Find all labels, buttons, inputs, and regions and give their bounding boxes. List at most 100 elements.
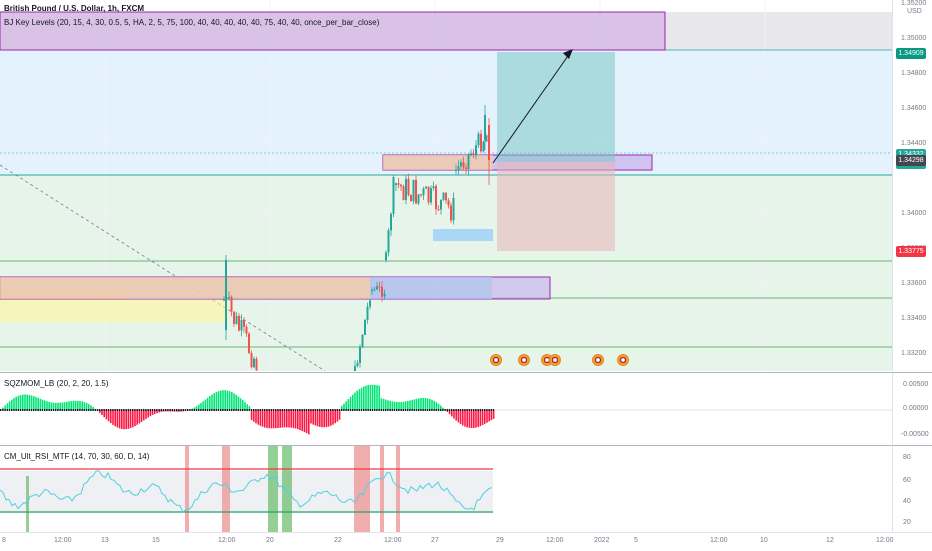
price-tick: 1.33200 [901, 350, 926, 357]
price-tick: 1.34800 [901, 70, 926, 77]
target-zone[interactable] [497, 52, 615, 162]
sqz-dot [396, 409, 397, 411]
sqz-bar [297, 410, 299, 429]
sqz-bar [75, 401, 77, 410]
sqz-bar [306, 410, 308, 433]
sqz-dot [255, 409, 256, 411]
candle-body [393, 177, 395, 214]
sqz-bar [352, 395, 354, 410]
candle-body [364, 320, 366, 335]
sqz-dot [185, 409, 186, 411]
sqzmom-histogram [0, 373, 892, 445]
sqz-bar [40, 399, 42, 410]
sqz-dot [79, 409, 80, 411]
sqz-bar [132, 410, 134, 427]
sqz-dot [372, 409, 373, 411]
sqz-dot [73, 409, 74, 411]
sqz-dot [44, 409, 45, 411]
indicator-legend[interactable]: BJ Key Levels (20, 15, 4, 30, 0.5, 5, HA… [4, 18, 379, 27]
sqz-dot [328, 409, 329, 411]
candle-body [410, 195, 412, 201]
stop-zone[interactable] [497, 162, 615, 251]
sqz-bar [458, 410, 460, 422]
sqz-dot [95, 409, 96, 411]
sqz-bar [233, 393, 235, 410]
sqz-tick: 0.00500 [903, 381, 928, 388]
candle-body [379, 286, 381, 287]
sqzmom-label[interactable]: SQZMOM_LB (20, 2, 20, 1.5) [4, 379, 108, 388]
sqzmom-pane[interactable]: SQZMOM_LB (20, 2, 20, 1.5) [0, 372, 892, 445]
rsi-pane[interactable]: CM_Ult_RSI_MTF (14, 70, 30, 60, D, 14) [0, 445, 892, 533]
sqz-dot [86, 409, 87, 411]
price-tick: 1.34000 [901, 210, 926, 217]
candle-body [453, 198, 455, 221]
sqz-dot [475, 409, 476, 411]
rsi-band [0, 471, 493, 513]
sqz-dot [290, 409, 291, 411]
sqz-dot [167, 409, 168, 411]
sqz-dot [143, 409, 144, 411]
event-flag-icon[interactable] [549, 354, 561, 366]
sqz-dot [480, 409, 481, 411]
candle-body [243, 320, 245, 327]
main-chart-pane[interactable]: British Pound / U.S. Dollar, 1h, FXCM BJ… [0, 0, 892, 371]
sqz-dot [165, 409, 166, 411]
sqz-bar [68, 401, 70, 410]
price-chart-svg[interactable] [0, 0, 892, 371]
time-tick: 8 [2, 537, 6, 544]
event-flag-icon[interactable] [592, 354, 604, 366]
candle-body [228, 297, 230, 298]
sqz-bar [282, 410, 284, 428]
time-tick: 12:00 [384, 537, 402, 544]
sqz-bar [59, 403, 61, 410]
event-flag-icon[interactable] [617, 354, 629, 366]
sqz-dot [231, 409, 232, 411]
sqz-bar [205, 400, 207, 410]
sqz-bar [359, 389, 361, 410]
top-gray-zone [664, 12, 892, 50]
sqz-bar [70, 401, 72, 410]
sqz-bar [273, 410, 275, 428]
sqz-dot [15, 409, 16, 411]
candle-body [223, 300, 225, 301]
sqz-dot [323, 409, 324, 411]
sqz-bar [86, 403, 88, 410]
sqz-dot [183, 409, 184, 411]
sqz-bar [493, 410, 495, 419]
sqz-bar [81, 401, 83, 410]
candle-body [420, 194, 422, 195]
sqz-bar [394, 402, 396, 410]
sqz-bar [31, 396, 33, 410]
sqz-dot [297, 409, 298, 411]
sqz-axis: 0.00500 0.00000 -0.00500 [892, 372, 932, 445]
sqz-bar [242, 400, 244, 410]
candle-body [236, 316, 238, 324]
sqz-dot [9, 409, 10, 411]
event-flag-icon[interactable] [490, 354, 502, 366]
rsi-label[interactable]: CM_Ult_RSI_MTF (14, 70, 30, 60, D, 14) [4, 452, 149, 461]
rsi-axis: 80 60 40 20 [892, 445, 932, 533]
sqz-dot [374, 409, 375, 411]
sqz-dot [35, 409, 36, 411]
sqz-dot [348, 409, 349, 411]
sqz-dot [176, 409, 177, 411]
sqz-dot [46, 409, 47, 411]
sqz-dot [53, 409, 54, 411]
sqz-bar [106, 410, 108, 419]
sqz-dot [238, 409, 239, 411]
sqz-bar [279, 410, 281, 428]
lower-green-zone [0, 175, 892, 371]
sqz-bar [130, 410, 132, 428]
sqz-bar [112, 410, 114, 425]
sqz-dot [394, 409, 395, 411]
candle-body [256, 359, 258, 371]
sqz-dot [163, 409, 164, 411]
sqz-bar [121, 410, 123, 429]
event-flag-icon[interactable] [518, 354, 530, 366]
sqz-bar [312, 410, 314, 425]
sqz-bar [429, 399, 431, 410]
candle-body [233, 312, 235, 324]
sqz-bar [26, 395, 28, 410]
sqz-dot [482, 409, 483, 411]
